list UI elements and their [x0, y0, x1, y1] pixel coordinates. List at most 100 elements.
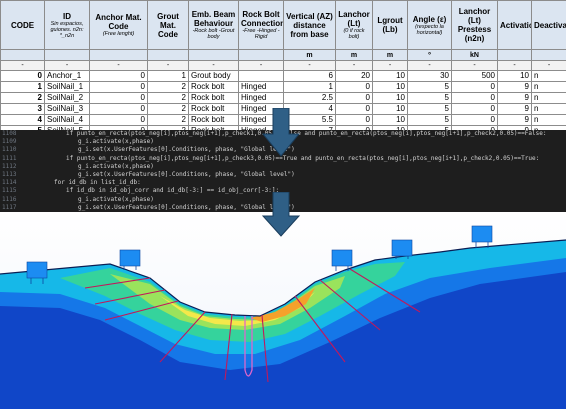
- table-cell[interactable]: 0: [89, 114, 148, 126]
- dash-cell[interactable]: -: [0, 60, 45, 71]
- dash-cell[interactable]: -: [531, 60, 566, 71]
- table-cell[interactable]: Hinged: [238, 81, 284, 93]
- unit-cell[interactable]: [147, 49, 189, 61]
- table-cell[interactable]: Rock bolt: [188, 103, 239, 115]
- units-row: m m m º kN: [0, 49, 566, 61]
- table-cell[interactable]: 0: [0, 70, 45, 82]
- table-cell[interactable]: 500: [451, 70, 498, 82]
- table-cell[interactable]: Hinged: [238, 92, 284, 104]
- table-cell[interactable]: Rock bolt: [188, 81, 239, 93]
- table-cell[interactable]: 6: [283, 70, 336, 82]
- unit-cell[interactable]: m: [372, 49, 408, 61]
- table-cell[interactable]: 5: [407, 81, 452, 93]
- code-text: if punto_en_recta(ptos_neg[i],ptos_neg[i…: [66, 154, 540, 162]
- table-cell[interactable]: n: [531, 92, 566, 104]
- table-cell[interactable]: n: [531, 103, 566, 115]
- table-cell[interactable]: 1: [147, 70, 189, 82]
- table-cell[interactable]: Grout body: [188, 70, 239, 82]
- table-cell[interactable]: 9: [497, 81, 532, 93]
- retaining-wall: [244, 316, 253, 377]
- col-header-prestress: Lanchor (Lt) Prestess (n2n): [451, 0, 498, 50]
- dash-cell[interactable]: -: [44, 60, 90, 71]
- table-cell[interactable]: Rock bolt: [188, 92, 239, 104]
- table-cell[interactable]: 2.5: [283, 92, 336, 104]
- table-cell[interactable]: 2: [0, 92, 45, 104]
- table-cell[interactable]: 0: [451, 81, 498, 93]
- table-cell[interactable]: 2: [147, 92, 189, 104]
- table-cell[interactable]: 0: [451, 92, 498, 104]
- table-cell[interactable]: 5: [407, 92, 452, 104]
- unit-cell[interactable]: [188, 49, 239, 61]
- dash-cell[interactable]: -: [188, 60, 239, 71]
- table-cell[interactable]: 5: [407, 114, 452, 126]
- spreadsheet-panel: CODE ID Sin espacios, guiones. n2n: *_n2n…: [0, 0, 566, 130]
- table-cell[interactable]: 3: [0, 103, 45, 115]
- table-cell[interactable]: 0: [89, 92, 148, 104]
- table-cell[interactable]: n: [531, 70, 566, 82]
- table-cell[interactable]: 9: [497, 92, 532, 104]
- table-cell[interactable]: 1: [0, 81, 45, 93]
- table-cell[interactable]: 10: [497, 70, 532, 82]
- table-cell[interactable]: 9: [497, 114, 532, 126]
- dash-cell[interactable]: -: [372, 60, 408, 71]
- dash-cell[interactable]: -: [238, 60, 284, 71]
- table-cell[interactable]: 0: [89, 70, 148, 82]
- dash-cell[interactable]: -: [407, 60, 452, 71]
- table-cell[interactable]: 10: [372, 114, 408, 126]
- unit-cell[interactable]: m: [335, 49, 373, 61]
- table-cell[interactable]: 5: [407, 103, 452, 115]
- code-text: g_i.set(x.UserFeatures[0].Conditions, ph…: [78, 170, 295, 178]
- unit-cell[interactable]: [44, 49, 90, 61]
- table-cell[interactable]: 9: [497, 103, 532, 115]
- line-number: 1115: [2, 187, 17, 195]
- table-cell[interactable]: 30: [407, 70, 452, 82]
- unit-cell[interactable]: [531, 49, 566, 61]
- table-cell[interactable]: 4: [0, 114, 45, 126]
- table-cell[interactable]: 1: [283, 81, 336, 93]
- table-cell[interactable]: 2: [147, 103, 189, 115]
- load-block: [391, 239, 413, 257]
- dash-cell[interactable]: -: [335, 60, 373, 71]
- code-line: 1108 if punto_en_recta(ptos_neg[i],ptos_n…: [0, 130, 566, 138]
- table-cell[interactable]: 0: [451, 103, 498, 115]
- table-cell[interactable]: 0: [89, 81, 148, 93]
- unit-cell[interactable]: [0, 49, 45, 61]
- unit-cell[interactable]: [89, 49, 148, 61]
- table-cell[interactable]: 2: [147, 81, 189, 93]
- table-cell[interactable]: 0: [335, 81, 373, 93]
- table-cell[interactable]: SoilNail_4: [44, 114, 90, 126]
- col-header-angle: Angle (ε) (respecto la horizontal): [407, 0, 452, 50]
- table-cell[interactable]: 10: [372, 70, 408, 82]
- table-cell[interactable]: 10: [372, 103, 408, 115]
- table-cell[interactable]: Anchor_1: [44, 70, 90, 82]
- unit-cell[interactable]: m: [283, 49, 336, 61]
- dash-cell[interactable]: -: [89, 60, 148, 71]
- table-cell[interactable]: 0: [89, 103, 148, 115]
- dash-cell[interactable]: -: [283, 60, 336, 71]
- dash-cell[interactable]: -: [147, 60, 189, 71]
- unit-cell[interactable]: º: [407, 49, 452, 61]
- table-cell[interactable]: 10: [372, 81, 408, 93]
- table-cell[interactable]: [238, 70, 284, 82]
- table-cell[interactable]: n: [531, 114, 566, 126]
- table-cell[interactable]: SoilNail_1: [44, 81, 90, 93]
- line-number: 1111: [2, 154, 17, 162]
- unit-cell[interactable]: [238, 49, 284, 61]
- unit-cell[interactable]: [497, 49, 532, 61]
- table-cell[interactable]: 0: [335, 103, 373, 115]
- unit-cell[interactable]: kN: [451, 49, 498, 61]
- table-cell[interactable]: SoilNail_2: [44, 92, 90, 104]
- line-number: 1114: [2, 179, 17, 187]
- table-cell[interactable]: SoilNail_3: [44, 103, 90, 115]
- table-cell[interactable]: 0: [335, 114, 373, 126]
- table-cell[interactable]: 20: [335, 70, 373, 82]
- dash-cell[interactable]: -: [451, 60, 498, 71]
- table-cell[interactable]: 0: [335, 92, 373, 104]
- table-cell[interactable]: n: [531, 81, 566, 93]
- table-cell[interactable]: 10: [372, 92, 408, 104]
- table-cell[interactable]: Rock bolt: [188, 114, 239, 126]
- dash-cell[interactable]: -: [497, 60, 532, 71]
- code-line: 1112 g_i.activate(x,phase): [0, 163, 566, 171]
- table-cell[interactable]: 2: [147, 114, 189, 126]
- table-cell[interactable]: 0: [451, 114, 498, 126]
